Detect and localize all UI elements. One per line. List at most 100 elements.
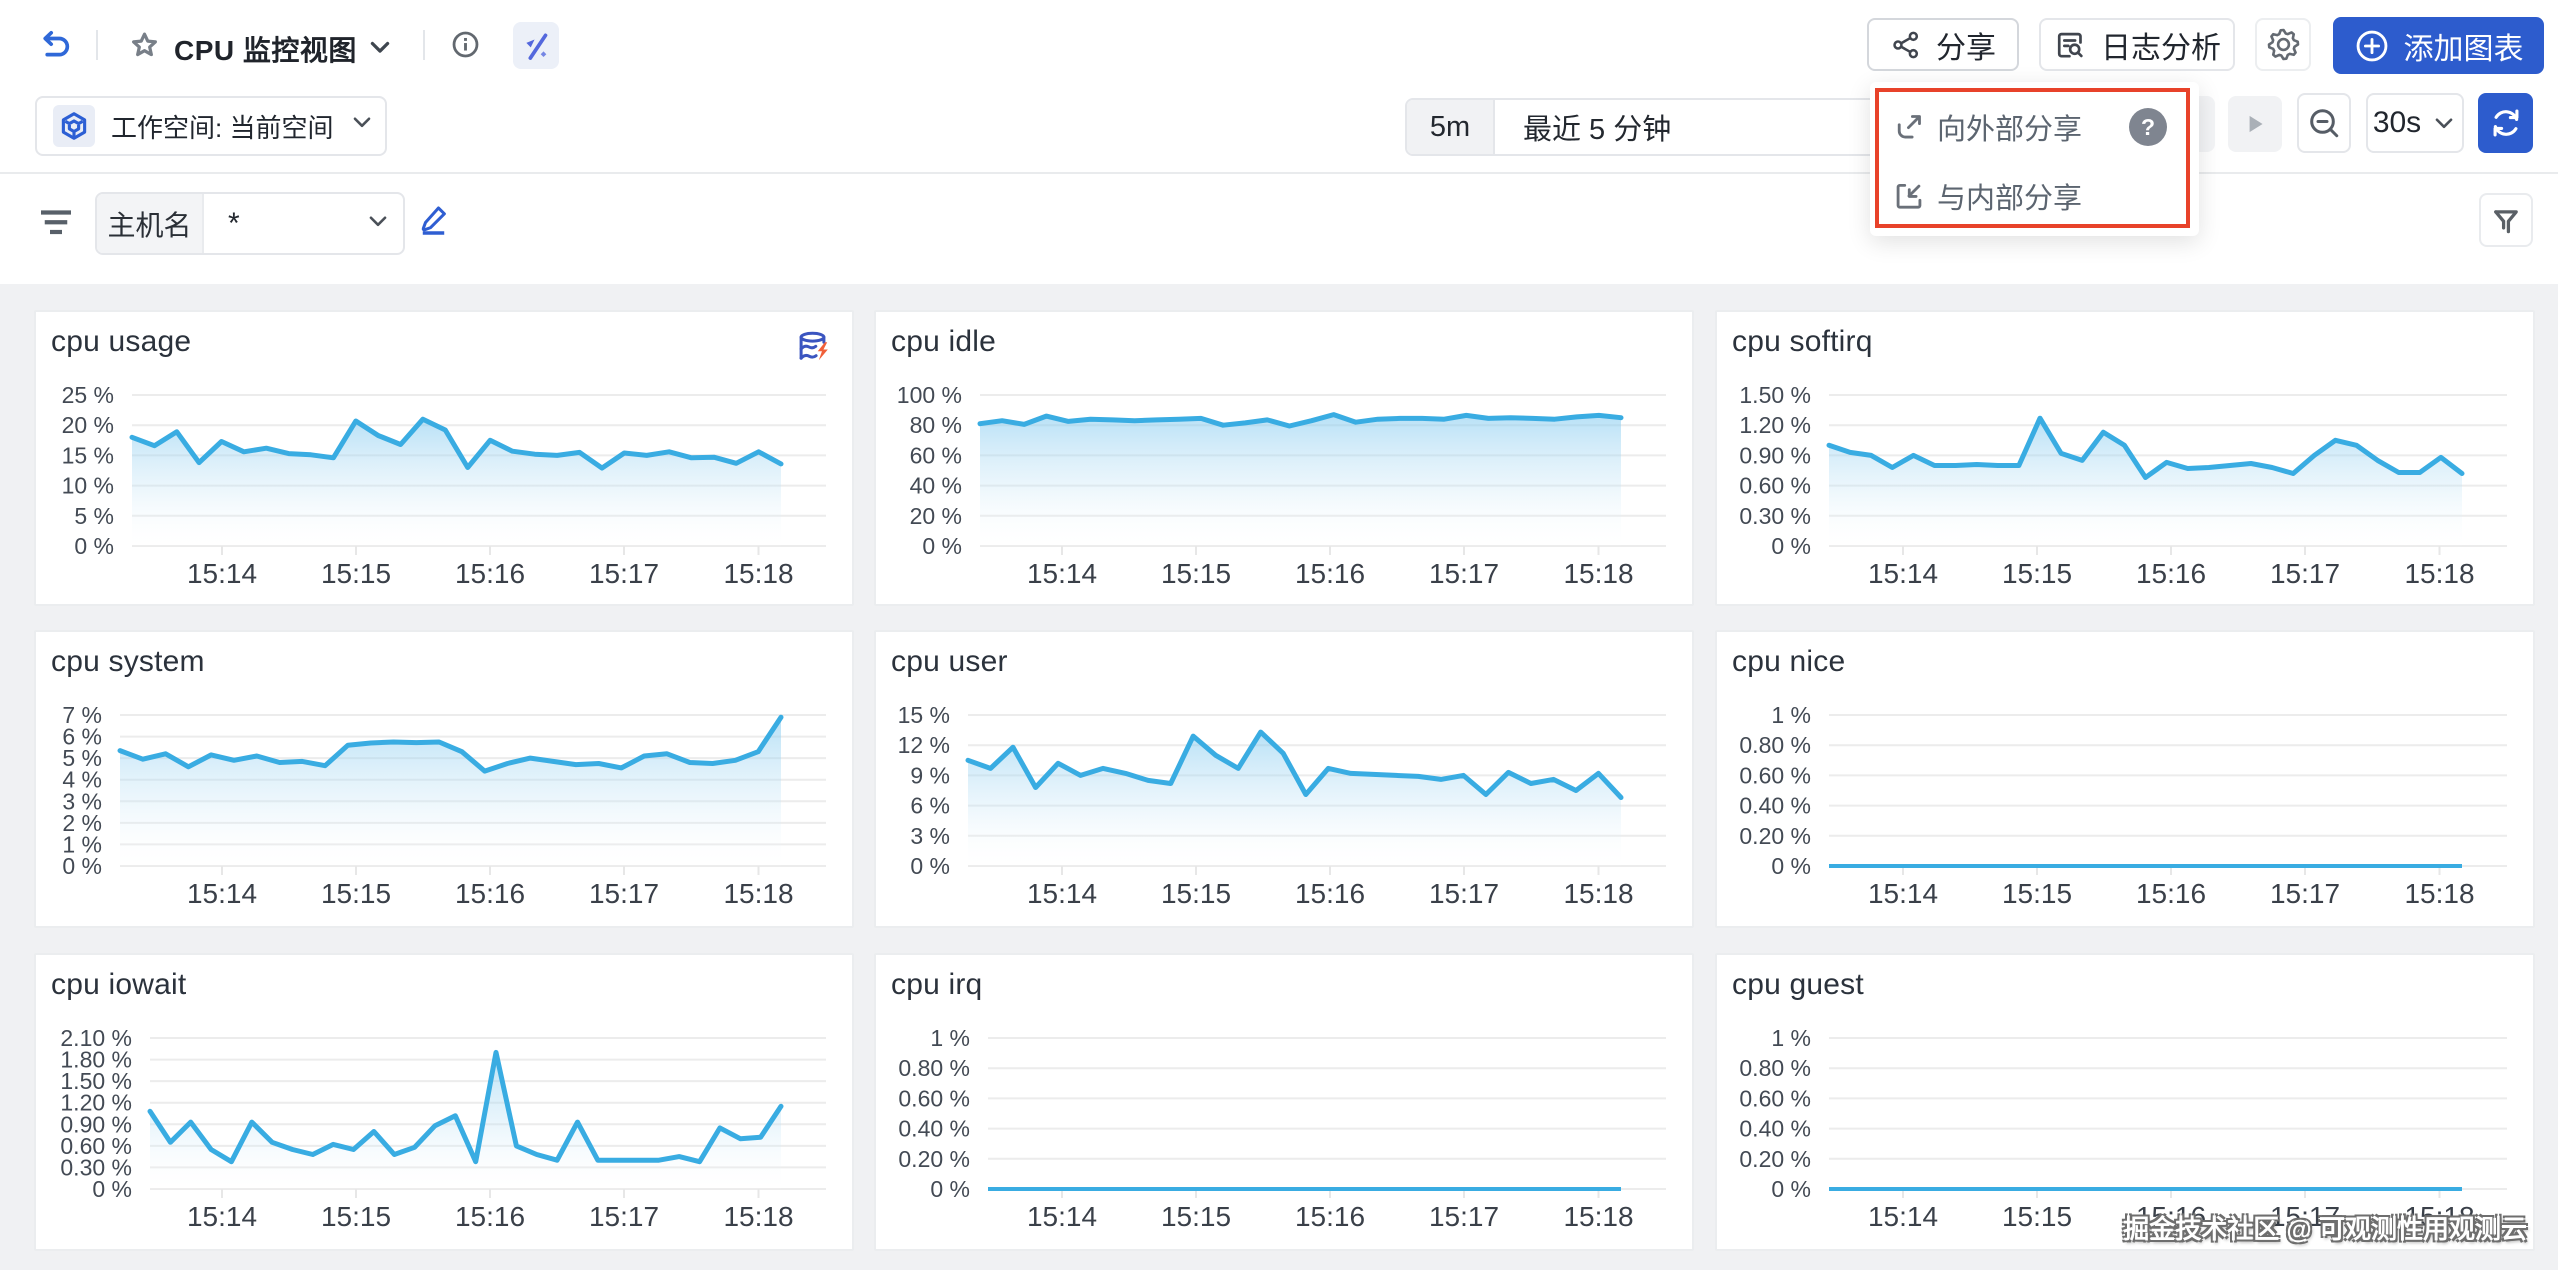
svg-text:15:16: 15:16 (1295, 878, 1365, 909)
svg-text:15:14: 15:14 (1027, 558, 1097, 589)
svg-text:15:18: 15:18 (2404, 1201, 2474, 1232)
svg-text:15:17: 15:17 (2270, 878, 2340, 909)
svg-text:15:14: 15:14 (187, 878, 257, 909)
svg-text:15:15: 15:15 (1161, 558, 1231, 589)
svg-text:15:18: 15:18 (1563, 878, 1633, 909)
svg-text:15:17: 15:17 (589, 878, 659, 909)
svg-text:0.90 %: 0.90 % (60, 1111, 132, 1137)
svg-text:15:18: 15:18 (1563, 1201, 1633, 1232)
svg-text:0 %: 0 % (910, 853, 950, 879)
svg-text:0 %: 0 % (930, 1176, 970, 1202)
svg-text:0.20 %: 0.20 % (1739, 1146, 1811, 1172)
svg-text:15:15: 15:15 (321, 1201, 391, 1232)
svg-text:20 %: 20 % (910, 503, 962, 529)
svg-text:0.80 %: 0.80 % (1739, 732, 1811, 758)
svg-text:15:17: 15:17 (2270, 1201, 2340, 1232)
svg-text:10 %: 10 % (62, 473, 114, 499)
svg-text:0.20 %: 0.20 % (898, 1146, 970, 1172)
svg-text:15:17: 15:17 (1429, 558, 1499, 589)
svg-text:6 %: 6 % (910, 793, 950, 819)
svg-text:0.40 %: 0.40 % (1739, 1116, 1811, 1142)
svg-text:15:18: 15:18 (2404, 558, 2474, 589)
svg-text:15:16: 15:16 (1295, 1201, 1365, 1232)
svg-text:40 %: 40 % (910, 473, 962, 499)
svg-text:9 %: 9 % (910, 762, 950, 788)
svg-text:0.20 %: 0.20 % (1739, 823, 1811, 849)
svg-text:0.30 %: 0.30 % (1739, 503, 1811, 529)
svg-text:15:15: 15:15 (1161, 878, 1231, 909)
svg-text:15:16: 15:16 (455, 878, 525, 909)
svg-text:15:14: 15:14 (1027, 1201, 1097, 1232)
svg-text:0.60 %: 0.60 % (1739, 1085, 1811, 1111)
svg-text:1.80 %: 1.80 % (60, 1047, 132, 1073)
svg-text:0.90 %: 0.90 % (1739, 442, 1811, 468)
svg-text:15:15: 15:15 (321, 878, 391, 909)
svg-text:15:18: 15:18 (723, 878, 793, 909)
svg-text:1.50 %: 1.50 % (1739, 382, 1811, 408)
svg-text:15:18: 15:18 (1563, 558, 1633, 589)
svg-text:15:17: 15:17 (589, 558, 659, 589)
svg-text:0 %: 0 % (92, 1176, 132, 1202)
svg-text:0.60 %: 0.60 % (60, 1133, 132, 1159)
svg-text:0 %: 0 % (74, 533, 114, 559)
svg-text:1.20 %: 1.20 % (1739, 412, 1811, 438)
svg-text:0 %: 0 % (1771, 533, 1811, 559)
svg-text:0.40 %: 0.40 % (1739, 793, 1811, 819)
svg-text:6 %: 6 % (62, 724, 102, 750)
svg-text:60 %: 60 % (910, 442, 962, 468)
svg-text:15:14: 15:14 (187, 1201, 257, 1232)
svg-text:7 %: 7 % (62, 702, 102, 728)
svg-text:15:18: 15:18 (723, 1201, 793, 1232)
svg-text:15:14: 15:14 (1027, 878, 1097, 909)
svg-text:0.60 %: 0.60 % (1739, 762, 1811, 788)
svg-text:15:14: 15:14 (1868, 558, 1938, 589)
svg-text:15:17: 15:17 (1429, 1201, 1499, 1232)
svg-text:15 %: 15 % (62, 442, 114, 468)
svg-text:2.10 %: 2.10 % (60, 1025, 132, 1051)
svg-text:15:14: 15:14 (1868, 878, 1938, 909)
svg-text:15:16: 15:16 (2136, 558, 2206, 589)
svg-text:15:15: 15:15 (2002, 1201, 2072, 1232)
svg-text:1.20 %: 1.20 % (60, 1090, 132, 1116)
svg-text:20 %: 20 % (62, 412, 114, 438)
svg-text:15 %: 15 % (898, 702, 950, 728)
svg-text:15:17: 15:17 (1429, 878, 1499, 909)
svg-text:1 %: 1 % (1771, 1025, 1811, 1051)
svg-text:15:16: 15:16 (1295, 558, 1365, 589)
svg-text:5 %: 5 % (62, 745, 102, 771)
svg-text:0 %: 0 % (922, 533, 962, 559)
svg-text:15:17: 15:17 (2270, 558, 2340, 589)
svg-text:1 %: 1 % (930, 1025, 970, 1051)
svg-text:25 %: 25 % (62, 382, 114, 408)
svg-text:3 %: 3 % (910, 823, 950, 849)
svg-text:15:18: 15:18 (2404, 878, 2474, 909)
svg-text:1.50 %: 1.50 % (60, 1068, 132, 1094)
svg-text:1 %: 1 % (1771, 702, 1811, 728)
svg-text:100 %: 100 % (897, 382, 962, 408)
svg-text:0.40 %: 0.40 % (898, 1116, 970, 1142)
svg-text:2 %: 2 % (62, 810, 102, 836)
svg-text:0 %: 0 % (1771, 853, 1811, 879)
svg-text:0.80 %: 0.80 % (898, 1055, 970, 1081)
svg-text:1 %: 1 % (62, 831, 102, 857)
svg-text:15:16: 15:16 (2136, 1201, 2206, 1232)
svg-text:0.60 %: 0.60 % (898, 1085, 970, 1111)
svg-text:15:16: 15:16 (455, 558, 525, 589)
svg-text:15:16: 15:16 (455, 1201, 525, 1232)
svg-text:80 %: 80 % (910, 412, 962, 438)
svg-text:15:15: 15:15 (2002, 878, 2072, 909)
svg-text:0.60 %: 0.60 % (1739, 473, 1811, 499)
svg-text:0.80 %: 0.80 % (1739, 1055, 1811, 1081)
svg-text:15:16: 15:16 (2136, 878, 2206, 909)
svg-text:0.30 %: 0.30 % (60, 1154, 132, 1180)
svg-text:5 %: 5 % (74, 503, 114, 529)
svg-text:15:15: 15:15 (1161, 1201, 1231, 1232)
svg-text:15:14: 15:14 (187, 558, 257, 589)
svg-text:15:18: 15:18 (723, 558, 793, 589)
svg-text:15:15: 15:15 (2002, 558, 2072, 589)
svg-text:15:17: 15:17 (589, 1201, 659, 1232)
svg-text:12 %: 12 % (898, 732, 950, 758)
svg-text:3 %: 3 % (62, 788, 102, 814)
svg-text:0 %: 0 % (1771, 1176, 1811, 1202)
svg-text:15:14: 15:14 (1868, 1201, 1938, 1232)
